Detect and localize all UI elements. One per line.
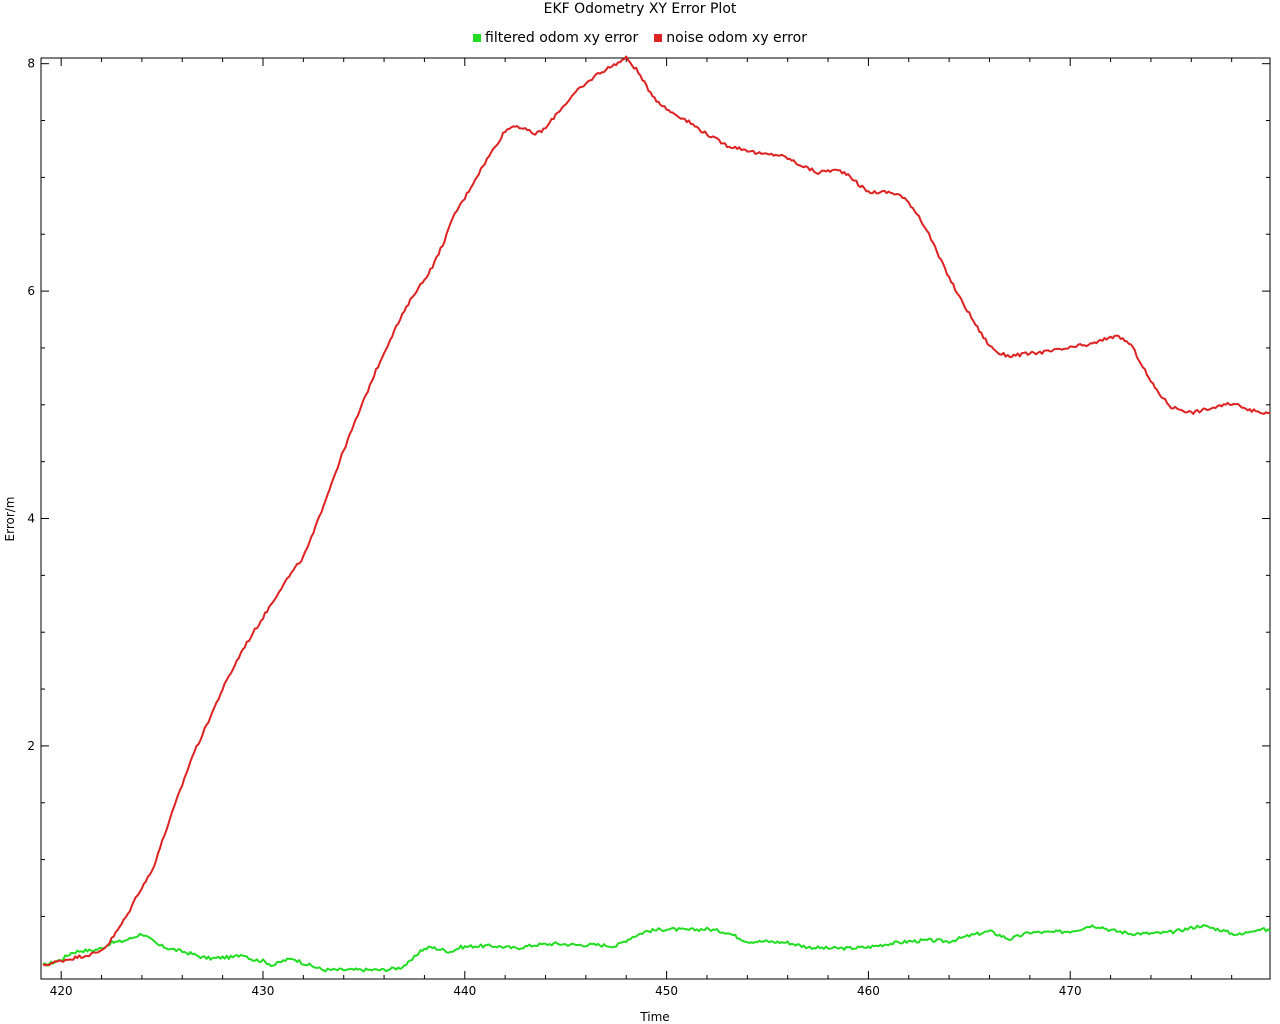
y-tick-label: 2: [27, 739, 35, 753]
legend-item-noise[interactable]: noise odom xy error: [654, 29, 807, 47]
x-axis-title: Time: [639, 1010, 669, 1024]
y-tick-label: 8: [27, 57, 35, 71]
y-tick-label: 6: [27, 284, 35, 298]
axes-group: 420 430 440 450 460 470 2 4 6 8: [27, 57, 1271, 998]
legend: filtered odom xy error noise odom xy err…: [0, 29, 1280, 47]
series-layer: [42, 55, 1271, 973]
plot-frame: [40, 57, 1271, 980]
legend-item-filtered[interactable]: filtered odom xy error: [473, 29, 638, 47]
legend-swatch-filtered: [473, 34, 482, 42]
x-tick-label: 430: [252, 984, 275, 998]
x-tick-label: 470: [1059, 984, 1082, 998]
x-tick-label: 450: [655, 984, 678, 998]
y-tick-label: 4: [27, 512, 35, 526]
legend-label-filtered: filtered odom xy error: [485, 30, 639, 46]
y-axis-title: Error/m: [3, 497, 17, 542]
x-tick-label: 420: [50, 984, 73, 998]
legend-swatch-noise: [654, 34, 663, 42]
series-line-filtered[interactable]: [42, 924, 1271, 973]
x-tick-label: 440: [453, 984, 476, 998]
legend-label-noise: noise odom xy error: [666, 30, 807, 46]
chart-title: EKF Odometry XY Error Plot: [543, 1, 737, 17]
series-line-noise[interactable]: [42, 55, 1271, 967]
x-tick-label: 460: [857, 984, 880, 998]
